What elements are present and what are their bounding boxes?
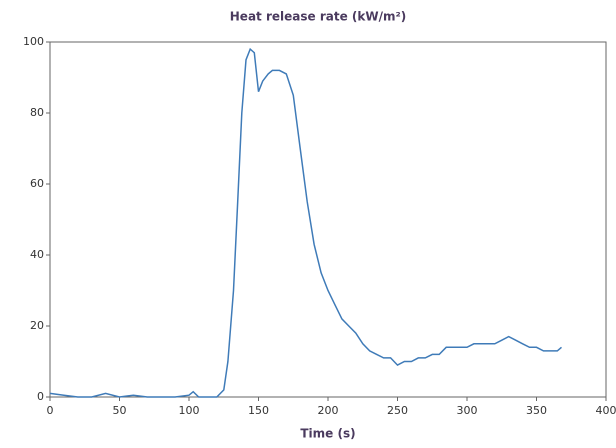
x-tick-label: 300 bbox=[457, 404, 478, 417]
data-line bbox=[50, 49, 562, 397]
y-tick-label: 20 bbox=[30, 319, 44, 332]
x-tick-label: 100 bbox=[179, 404, 200, 417]
x-tick-label: 0 bbox=[47, 404, 54, 417]
chart-title: Heat release rate (kW/m²) bbox=[230, 10, 406, 24]
x-tick-label: 150 bbox=[248, 404, 269, 417]
y-tick-label: 60 bbox=[30, 177, 44, 190]
x-tick-label: 250 bbox=[387, 404, 408, 417]
y-tick-label: 40 bbox=[30, 248, 44, 261]
y-tick-label: 100 bbox=[23, 35, 44, 48]
x-axis-label: Time (s) bbox=[300, 427, 355, 441]
x-tick-label: 50 bbox=[113, 404, 127, 417]
x-tick-label: 400 bbox=[596, 404, 616, 417]
x-tick-label: 350 bbox=[526, 404, 547, 417]
x-tick-label: 200 bbox=[318, 404, 339, 417]
y-tick-label: 0 bbox=[37, 390, 44, 403]
y-tick-label: 80 bbox=[30, 106, 44, 119]
